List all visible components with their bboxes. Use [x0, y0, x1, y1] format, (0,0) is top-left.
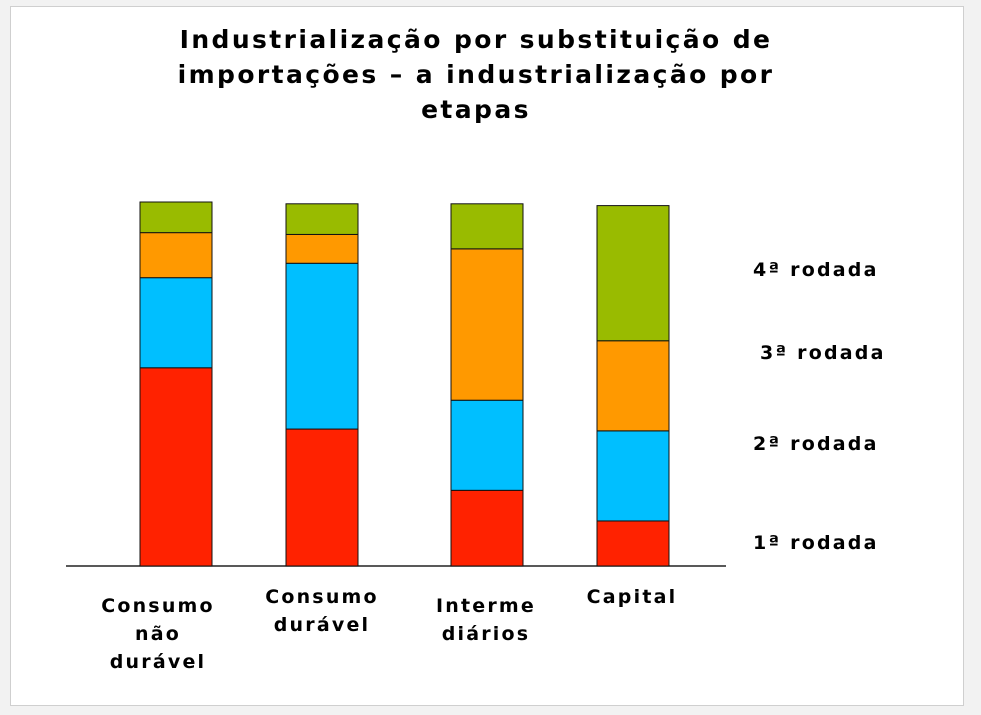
- category-label-line: durável: [273, 614, 371, 636]
- bar-segment-1-interme-diários: [450, 489, 524, 567]
- category-label-line: Consumo: [265, 586, 379, 608]
- bar-segment-2-consumo-durável: [285, 262, 359, 430]
- category-label-line: Capital: [586, 586, 678, 608]
- bar-segment-4-consumo-durável: [285, 203, 359, 235]
- legend-label-2a-rodada: 2ª rodada: [753, 433, 879, 455]
- bar-segment-3-consumo-durável: [285, 233, 359, 264]
- category-label-line: Consumo: [101, 595, 215, 617]
- category-label-line: Interme: [435, 595, 537, 617]
- bar-segment-1-consumo-durável: [285, 428, 359, 567]
- chart-title-line-1: Industrialização por substituição de: [179, 25, 773, 54]
- category-label-intermediarios: Interme diários: [396, 592, 576, 648]
- bar-segment-2-consumo-não-durável: [139, 277, 213, 369]
- legend-label-3a-rodada: 3ª rodada: [760, 342, 886, 364]
- category-label-consumo-nao-duravel: Consumo não durável: [68, 592, 248, 676]
- bar-segment-4-consumo-não-durável: [139, 201, 213, 234]
- chart-title-line-3: etapas: [421, 95, 531, 124]
- category-label-capital: Capital: [542, 583, 722, 611]
- legend-label-4a-rodada: 4ª rodada: [753, 259, 879, 281]
- category-label-line: durável: [109, 651, 207, 673]
- category-label-line: não: [134, 623, 181, 645]
- bar-segment-4-capital: [596, 205, 670, 342]
- category-label-line: diários: [441, 623, 531, 645]
- legend-label-1a-rodada: 1ª rodada: [753, 532, 879, 554]
- bar-segment-2-interme-diários: [450, 399, 524, 491]
- bar-segment-3-consumo-não-durável: [139, 232, 213, 279]
- bar-segment-1-capital: [596, 520, 670, 567]
- chart-title-line-2: importações – a industrialização por: [177, 60, 775, 89]
- chart-title: Industrialização por substituição de imp…: [0, 22, 952, 127]
- bar-segment-4-interme-diários: [450, 203, 524, 250]
- bar-segment-1-consumo-não-durável: [139, 367, 213, 567]
- bar-segment-3-interme-diários: [450, 248, 524, 401]
- bar-segment-3-capital: [596, 340, 670, 432]
- bar-segment-2-capital: [596, 430, 670, 522]
- category-label-consumo-duravel: Consumo durável: [232, 583, 412, 639]
